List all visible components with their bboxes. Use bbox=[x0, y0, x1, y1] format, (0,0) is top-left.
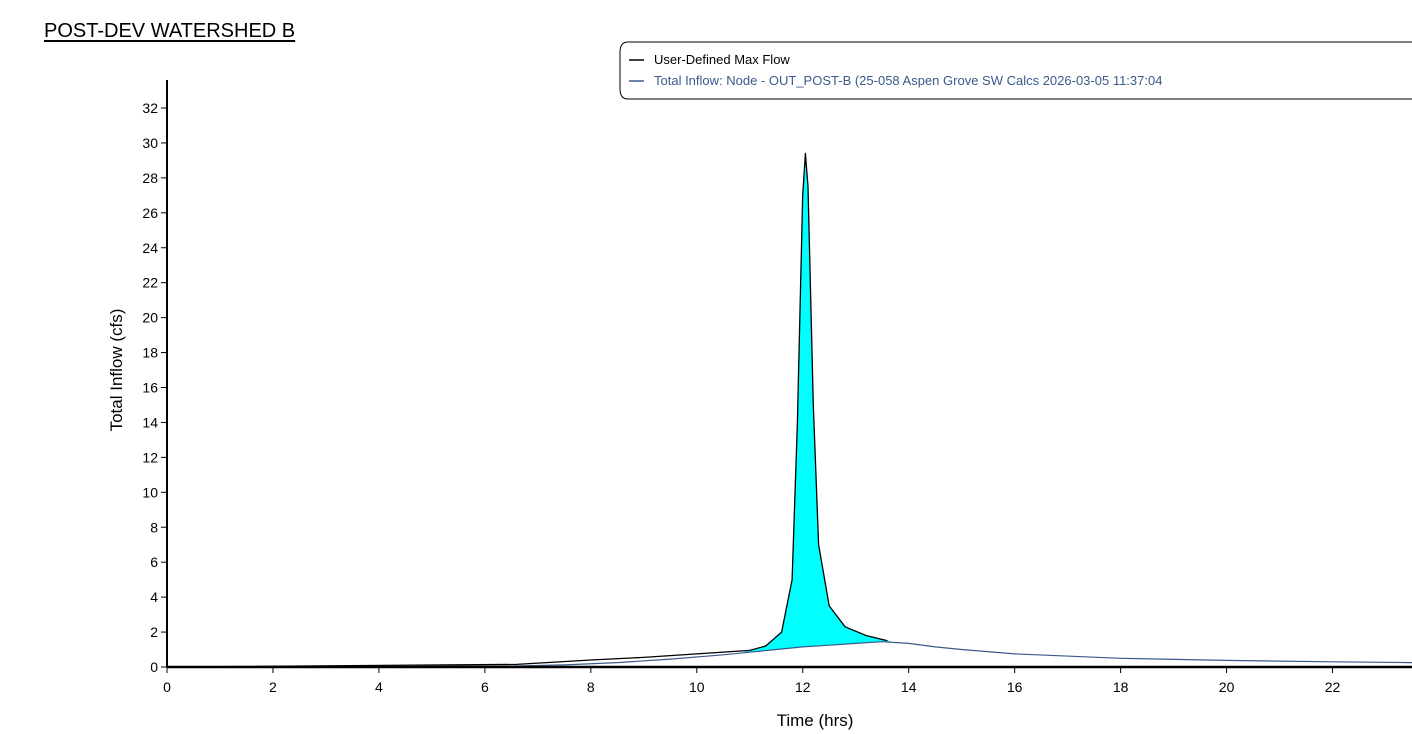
y-tick-label: 12 bbox=[142, 449, 158, 465]
chart-legend: User-Defined Max Flow Total Inflow: Node… bbox=[619, 41, 1412, 100]
x-tick-label: 14 bbox=[901, 679, 917, 695]
x-tick-label: 22 bbox=[1325, 679, 1341, 695]
x-tick-label: 4 bbox=[375, 679, 383, 695]
y-tick-label: 14 bbox=[142, 414, 158, 430]
x-tick-label: 10 bbox=[689, 679, 705, 695]
x-tick-label: 6 bbox=[481, 679, 489, 695]
y-tick-label: 0 bbox=[150, 659, 158, 675]
y-tick-label: 2 bbox=[150, 624, 158, 640]
x-tick-label: 8 bbox=[587, 679, 595, 695]
x-tick-label: 18 bbox=[1113, 679, 1129, 695]
exceedance-fill-area bbox=[744, 153, 891, 653]
x-axis-title: Time (hrs) bbox=[777, 711, 854, 730]
y-tick-label: 6 bbox=[150, 554, 158, 570]
x-tick-label: 2 bbox=[269, 679, 277, 695]
y-tick-label: 18 bbox=[142, 345, 158, 361]
y-tick-label: 26 bbox=[142, 205, 158, 221]
x-tick-label: 0 bbox=[163, 679, 171, 695]
legend-label-max-flow: User-Defined Max Flow bbox=[654, 52, 790, 67]
page-title: POST-DEV WATERSHED B bbox=[44, 20, 296, 42]
legend-label-total-inflow: Total Inflow: Node - OUT_POST-B (25-058 … bbox=[654, 73, 1162, 88]
y-tick-label: 30 bbox=[142, 135, 158, 151]
y-tick-label: 28 bbox=[142, 170, 158, 186]
series-line-max-flow bbox=[166, 152, 888, 668]
y-tick-label: 20 bbox=[142, 310, 158, 326]
y-axis-title: Total Inflow (cfs) bbox=[107, 309, 126, 432]
y-tick-label: 8 bbox=[150, 519, 158, 535]
y-tick-label: 32 bbox=[142, 100, 158, 116]
y-tick-label: 24 bbox=[142, 240, 158, 256]
chart-series-layer bbox=[166, 152, 1412, 668]
chart-axes bbox=[166, 80, 1412, 669]
series-line-total-inflow bbox=[166, 641, 1412, 668]
x-tick-label: 20 bbox=[1219, 679, 1235, 695]
y-tick-label: 22 bbox=[142, 275, 158, 291]
y-tick-label: 10 bbox=[142, 484, 158, 500]
y-tick-label: 16 bbox=[142, 380, 158, 396]
x-tick-label: 12 bbox=[795, 679, 811, 695]
chart-fill-layer bbox=[744, 153, 891, 653]
y-tick-label: 4 bbox=[150, 589, 158, 605]
legend-frame bbox=[619, 41, 1412, 100]
x-tick-label: 16 bbox=[1007, 679, 1023, 695]
